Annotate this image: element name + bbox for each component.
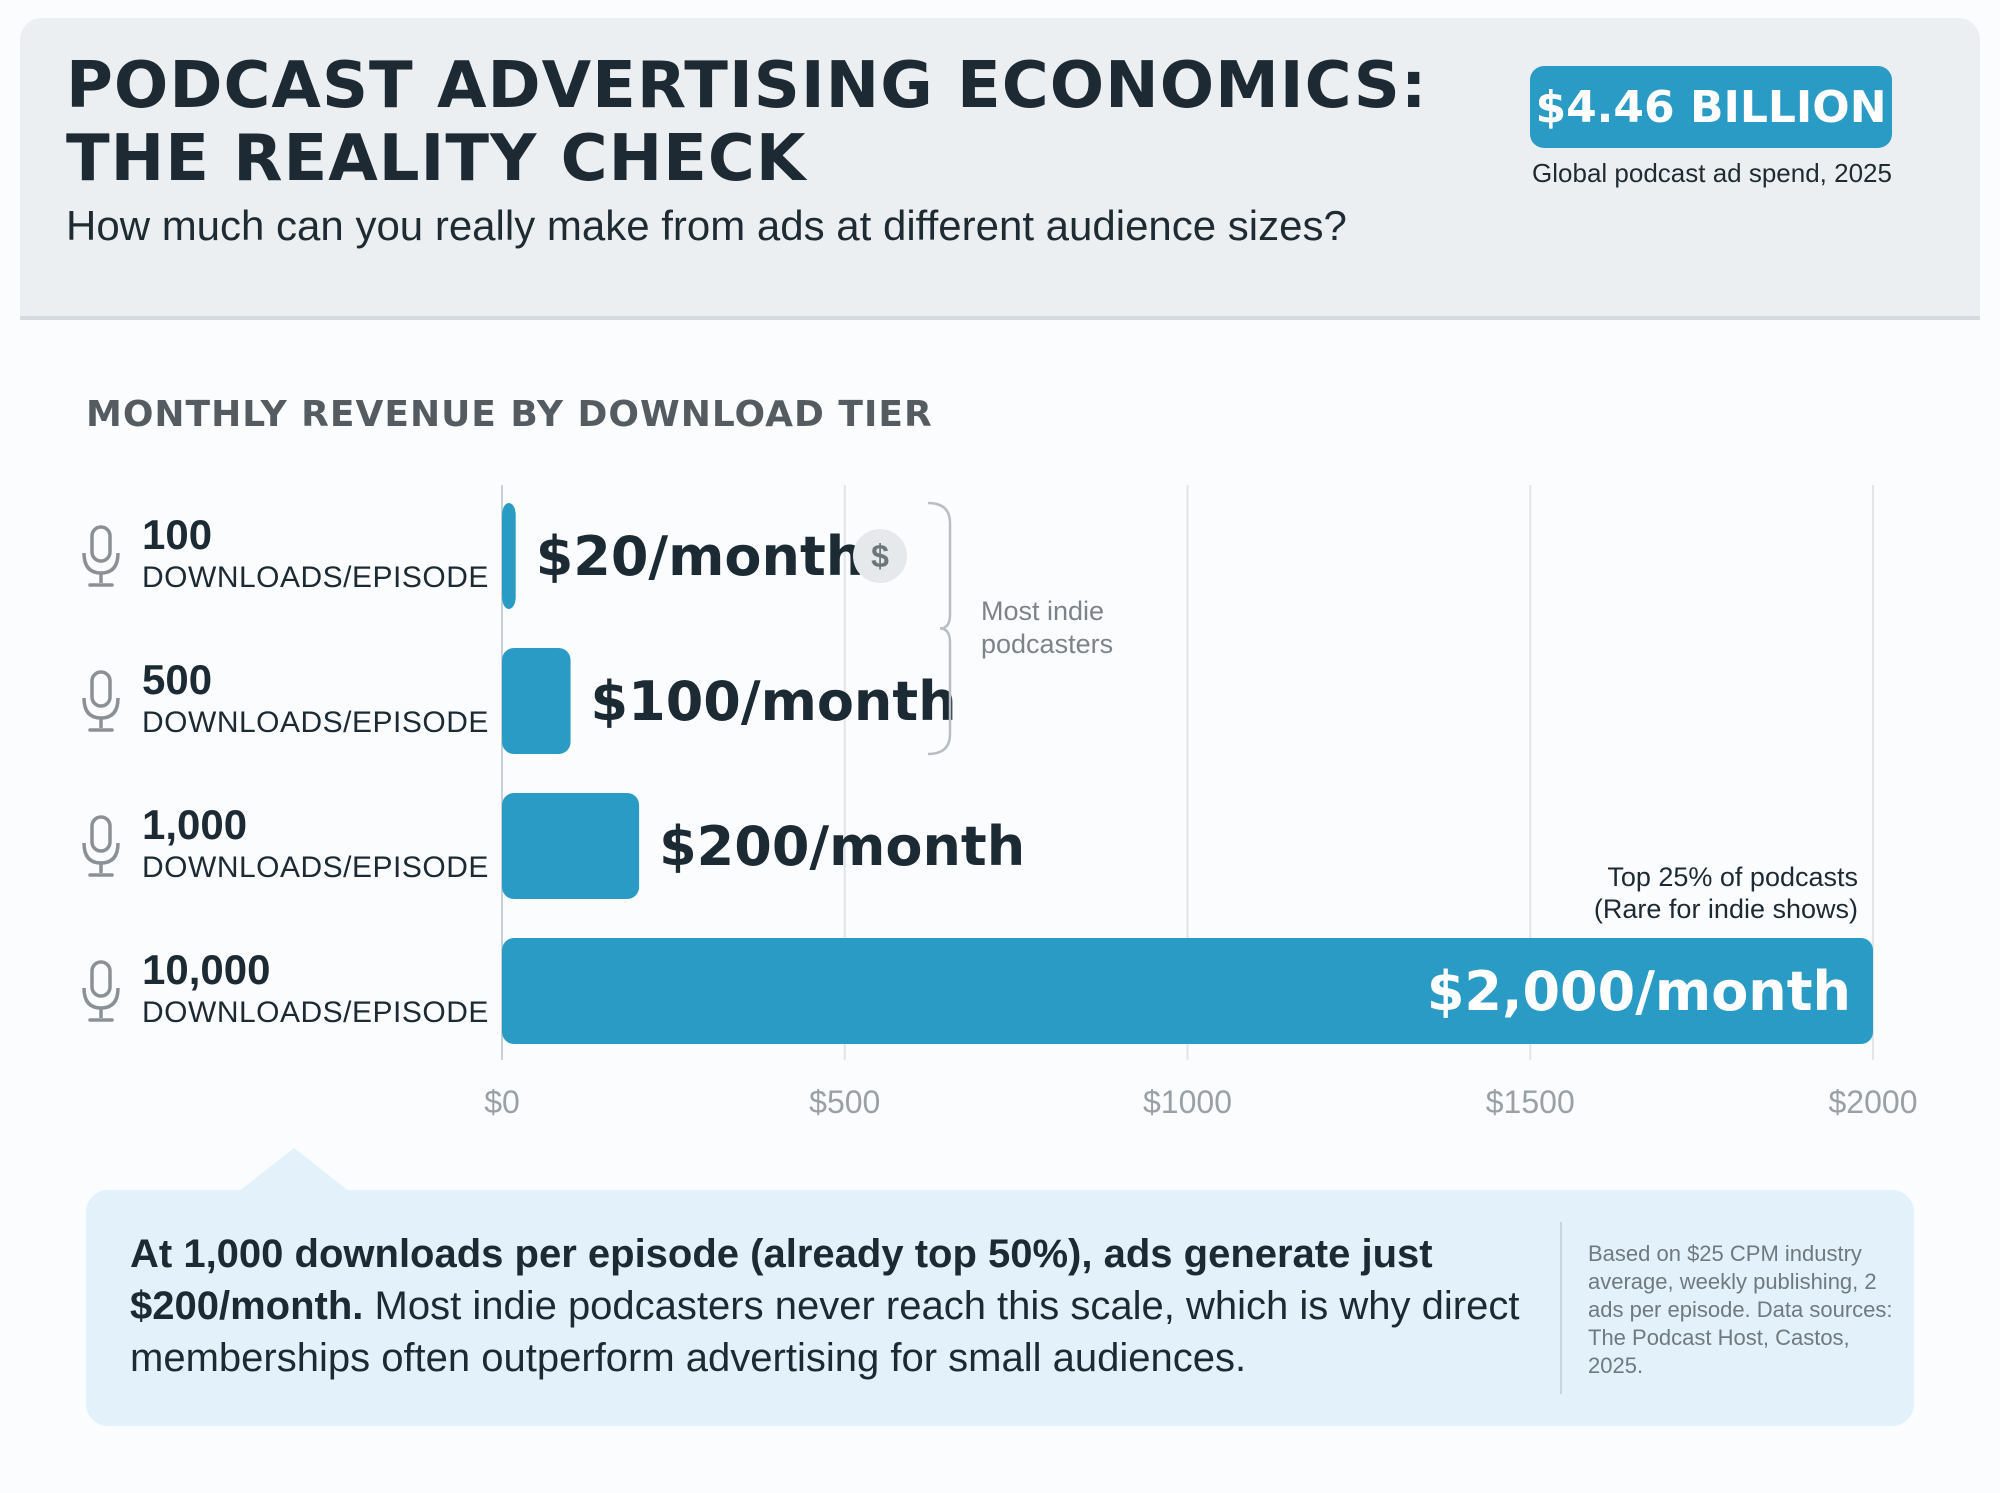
tier-label-row: 10,000 DOWNLOADS/EPISODE [78,942,488,1042]
x-tick-label: $0 [484,1084,520,1120]
tier-download-count: 10,000 [142,946,271,993]
tier-label-row: 500 DOWNLOADS/EPISODE [78,652,488,752]
microphone-icon [78,670,124,734]
revenue-bar-chart: $0 $500 $1000 $1500 $2000 $20/month $100/month… [484,485,1918,1120]
bar-value-label: $100/month [591,670,957,733]
microphone-icon [78,815,124,879]
callout-pointer [238,1148,350,1192]
microphone-icon [78,960,124,1024]
bracket [927,501,952,756]
tier-unit-label: DOWNLOADS/EPISODE [142,561,489,594]
bar-value-label: $20/month [536,525,865,588]
top-tier-annotation: Top 25% of podcasts [1607,862,1858,892]
insight-callout: At 1,000 downloads per episode (already … [86,1190,1914,1426]
tier-download-count: 1,000 [142,801,248,848]
ad-spend-caption: Global podcast ad spend, 2025 [1532,158,1892,188]
tier-label-row: 100 DOWNLOADS/EPISODE [78,507,488,607]
dollar-icon-glyph: $ [871,538,889,574]
tier-download-count: 100 [142,511,213,558]
page-subtitle: How much can you really make from ads at… [66,202,1347,249]
tier-unit-label: DOWNLOADS/EPISODE [142,851,489,884]
callout-divider [1560,1222,1562,1394]
x-tick-label: $500 [809,1084,880,1120]
bar [502,793,640,899]
page-title: PODCAST ADVERTISING ECONOMICS: THE REALI… [66,49,1428,196]
microphone-icon [78,525,124,589]
section-title: MONTHLY REVENUE BY DOWNLOAD TIER [86,394,933,435]
tier-download-count: 500 [142,656,213,703]
bar [502,938,1873,1044]
bar-value-label: $2,000/month [1427,960,1851,1023]
tier-label-row: 1,000 DOWNLOADS/EPISODE [78,797,488,897]
bracket-annotation: Most indie [981,596,1104,626]
x-tick-label: $1000 [1143,1084,1232,1120]
bracket-annotation: podcasters [981,629,1113,659]
dollar-icon [853,529,907,583]
tier-unit-label: DOWNLOADS/EPISODE [142,996,489,1029]
ad-spend-badge: $4.46 BILLION [1530,66,1892,148]
tier-unit-label: DOWNLOADS/EPISODE [142,706,489,739]
bar-value-label: $200/month [659,815,1025,878]
callout-body-text: Most indie podcasters never reach this s… [130,1284,1520,1380]
callout-bold-text: At 1,000 downloads per episode (already … [130,1232,1433,1328]
bar [502,648,571,754]
callout-source: Based on $25 CPM industry average, weekl… [1588,1241,1893,1378]
x-tick-label: $1500 [1486,1084,1575,1120]
bar [502,503,516,609]
top-tier-annotation: (Rare for indie shows) [1594,894,1858,924]
x-tick-label: $2000 [1829,1084,1918,1120]
callout-text: At 1,000 downloads per episode (already … [130,1228,1660,1384]
